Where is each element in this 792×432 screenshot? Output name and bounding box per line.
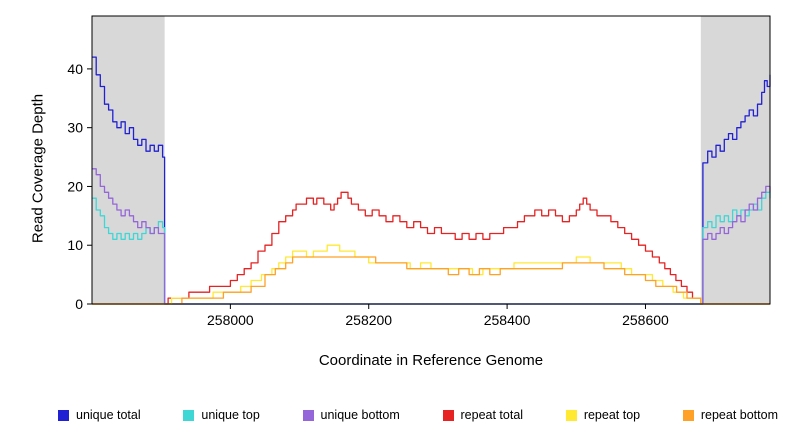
svg-text:40: 40 [67,61,83,77]
repeat-total-swatch-icon [442,409,454,421]
legend-item-unique-top: unique top [183,408,260,422]
legend-item-repeat-bottom: repeat bottom [682,408,778,422]
legend-item-unique-total: unique total [58,408,141,422]
svg-text:258000: 258000 [207,312,254,328]
x-axis-label: Coordinate in Reference Genome [318,352,544,369]
legend: unique total unique top unique bottom re… [0,408,792,422]
legend-item-repeat-total: repeat total [442,408,524,422]
svg-text:258200: 258200 [345,312,392,328]
svg-text:10: 10 [67,237,83,253]
svg-text:258600: 258600 [622,312,669,328]
legend-label: repeat top [583,408,641,422]
y-axis-label: Read Coverage Depth [29,93,47,244]
unique-total-swatch-icon [58,409,69,421]
legend-item-repeat-top: repeat top [565,408,641,422]
repeat-top-swatch-icon [565,409,577,421]
plot-area: 258000 258200 258400 258600 0 10 20 30 40 [67,15,771,328]
svg-text:30: 30 [67,120,83,136]
legend-label: unique bottom [320,408,400,422]
legend-label: repeat total [460,408,524,422]
coverage-plot-svg: 258000 258200 258400 258600 0 10 20 30 40 [67,15,771,328]
unique-bottom-swatch-icon [302,409,314,421]
svg-text:20: 20 [67,178,83,194]
legend-label: repeat bottom [700,408,778,422]
legend-label: unique top [201,408,260,422]
legend-item-unique-bottom: unique bottom [302,408,400,422]
svg-text:0: 0 [75,296,83,312]
legend-label: unique total [76,408,141,422]
repeat-bottom-swatch-icon [682,409,694,421]
unique-top-swatch-icon [183,409,195,421]
svg-text:258400: 258400 [484,312,531,328]
